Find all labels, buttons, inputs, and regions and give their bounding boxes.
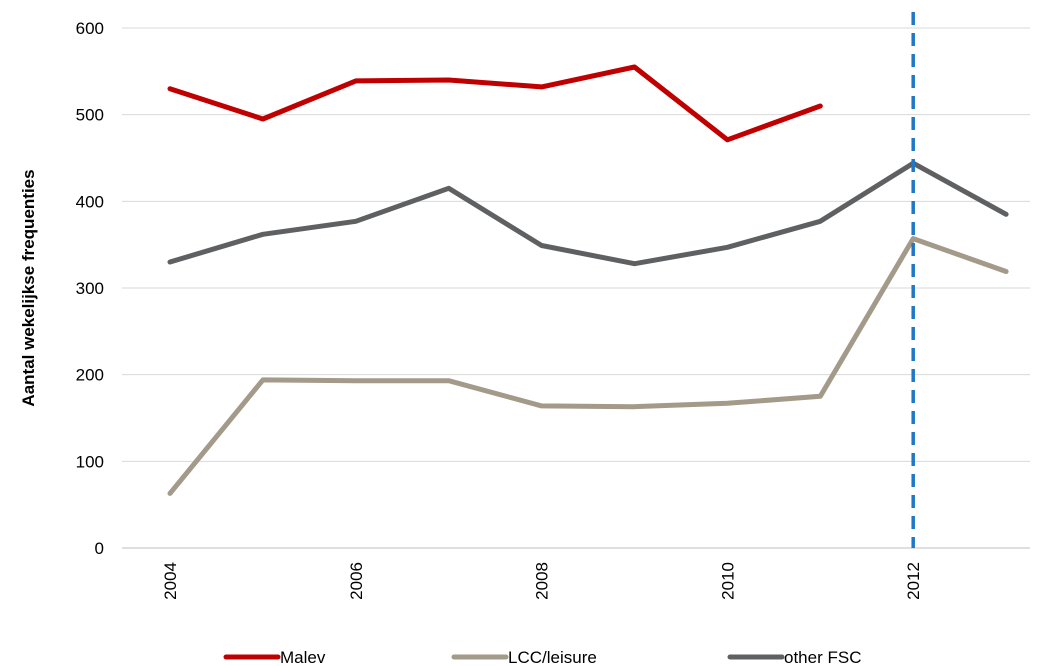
series-line-other-fsc <box>167 160 1009 267</box>
series-line-malev <box>167 64 823 143</box>
series-line-lcc-leisure <box>167 236 1009 496</box>
x-tick-label: 2010 <box>718 562 737 600</box>
y-tick-label: 400 <box>76 192 104 211</box>
y-tick-label: 100 <box>76 452 104 471</box>
x-axis-tick-labels: 2004 2006 2008 2010 2012 <box>161 562 923 600</box>
y-tick-label: 500 <box>76 106 104 125</box>
y-axis-title: Aantal wekelijkse frequenties <box>19 169 38 406</box>
y-tick-label: 600 <box>76 19 104 38</box>
legend-label-other-fsc: other FSC <box>784 648 861 666</box>
x-tick-label: 2012 <box>904 562 923 600</box>
legend-label-malev: Malev <box>280 648 326 666</box>
x-tick-label: 2008 <box>533 562 552 600</box>
series-lines <box>167 64 1009 496</box>
gridlines <box>122 27 1030 549</box>
y-tick-label: 200 <box>76 366 104 385</box>
y-axis-tick-labels: 0 100 200 300 400 500 600 <box>76 19 104 558</box>
y-tick-label: 300 <box>76 279 104 298</box>
legend-label-lcc-leisure: LCC/leisure <box>508 648 597 666</box>
x-tick-label: 2006 <box>347 562 366 600</box>
legend: Malev LCC/leisure other FSC <box>223 648 861 666</box>
y-tick-label: 0 <box>95 539 104 558</box>
x-tick-label: 2004 <box>161 562 180 600</box>
